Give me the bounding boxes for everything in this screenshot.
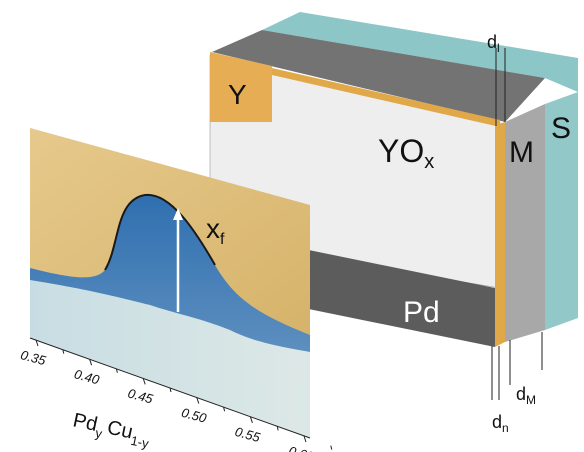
minor-tick bbox=[331, 446, 332, 450]
page: Y YOx M S Pd dl dM dn xf PdyCu1-y 0.350.… bbox=[0, 0, 584, 452]
pd-label: Pd bbox=[403, 296, 440, 329]
xf-sub: f bbox=[220, 231, 225, 248]
y-label: Y bbox=[228, 79, 247, 110]
dm-label: dM bbox=[516, 384, 536, 407]
m-label: M bbox=[509, 136, 534, 169]
dn-label: dn bbox=[492, 412, 509, 435]
xf-main: x bbox=[206, 213, 220, 244]
dl-sub: l bbox=[497, 41, 500, 55]
y-vertical bbox=[495, 122, 505, 347]
tick-label: 0.55 bbox=[233, 424, 262, 445]
tick-label: 0.60 bbox=[287, 443, 316, 452]
dn-sub: n bbox=[502, 421, 509, 435]
dm-main: d bbox=[516, 384, 526, 404]
dl-label: dl bbox=[487, 32, 500, 55]
axis-label-1-y: 1-y bbox=[129, 433, 150, 452]
tick-label: 0.40 bbox=[73, 366, 102, 387]
tick-label: 0.35 bbox=[19, 347, 48, 368]
dl-main: d bbox=[487, 32, 497, 52]
s-label: S bbox=[551, 112, 571, 145]
dm-sub: M bbox=[526, 393, 536, 407]
tick-label: 0.50 bbox=[180, 405, 209, 426]
tick-label: 0.45 bbox=[126, 386, 155, 407]
axis-label: PdyCu1-y bbox=[70, 409, 153, 451]
yox-sub: x bbox=[424, 151, 434, 173]
dn-main: d bbox=[492, 412, 502, 432]
yox-main: YO bbox=[378, 133, 424, 169]
figure: Y YOx M S Pd dl dM dn xf PdyCu1-y 0.350.… bbox=[0, 0, 584, 452]
